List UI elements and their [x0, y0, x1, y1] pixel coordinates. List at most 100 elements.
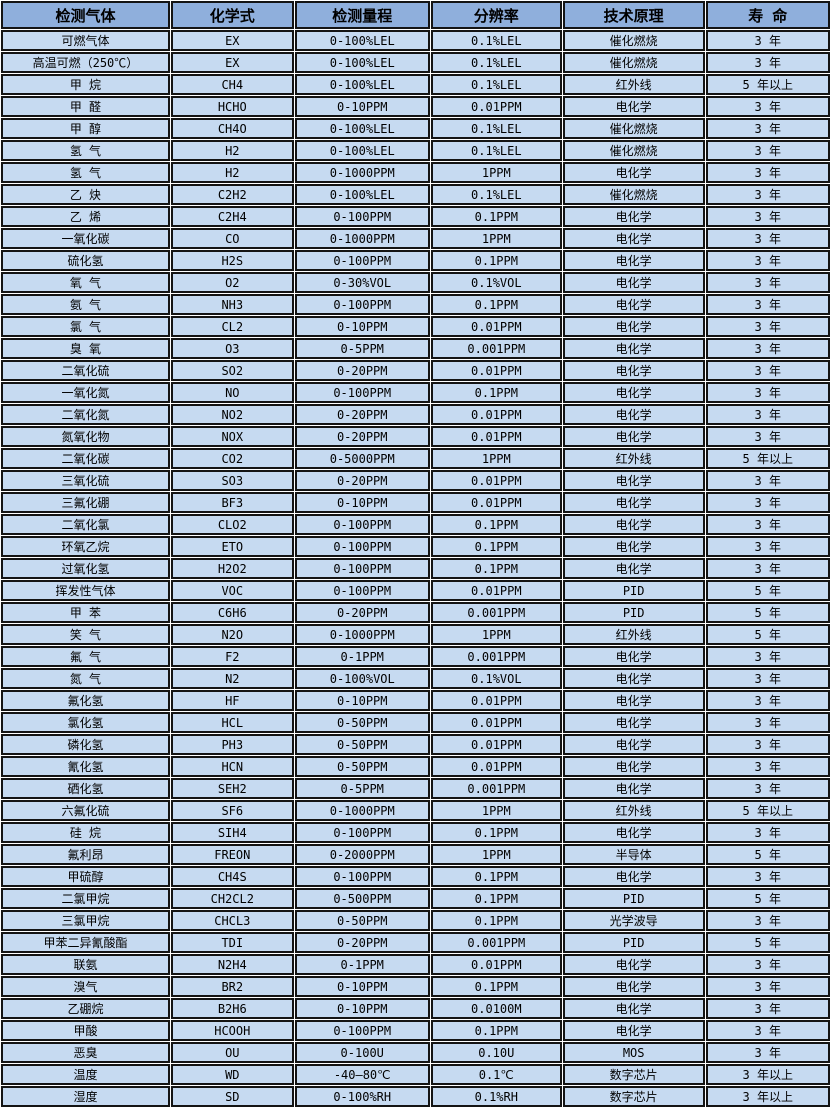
table-row: 氮 气 N2 0-100%VOL 0.1%VOL 电化学 3 年 [1, 668, 830, 689]
range-cell: 0-20PPM [294, 602, 430, 623]
gas-cell: 二氧化氮 [1, 404, 170, 425]
resolution-cell: 0.001PPM [430, 932, 562, 953]
gas-cell: 挥发性气体 [1, 580, 170, 601]
range-cell: 0-5PPM [294, 778, 430, 799]
gas-cell: 高温可燃（250℃） [1, 52, 170, 73]
gas-cell: 硒化氢 [1, 778, 170, 799]
gas-cell: 甲 烷 [1, 74, 170, 95]
resolution-cell: 0.1PPM [430, 1020, 562, 1041]
gas-cell: 甲 醇 [1, 118, 170, 139]
gas-cell: 臭 氧 [1, 338, 170, 359]
gas-cell: 氯化氢 [1, 712, 170, 733]
formula-cell: HCOOH [170, 1020, 294, 1041]
resolution-cell: 0.01PPM [430, 690, 562, 711]
resolution-cell: 0.1PPM [430, 382, 562, 403]
table-row: 氰化氢 HCN 0-50PPM 0.01PPM 电化学 3 年 [1, 756, 830, 777]
range-cell: 0-1000PPM [294, 228, 430, 249]
range-cell: 0-2000PPM [294, 844, 430, 865]
table-row: 三氯甲烷 CHCL3 0-50PPM 0.1PPM 光学波导 3 年 [1, 910, 830, 931]
range-cell: 0-5000PPM [294, 448, 430, 469]
resolution-cell: 0.001PPM [430, 778, 562, 799]
gas-cell: 硅 烷 [1, 822, 170, 843]
gas-cell: 氮 气 [1, 668, 170, 689]
lifespan-cell: 5 年 [705, 888, 830, 909]
gas-cell: 二氧化硫 [1, 360, 170, 381]
resolution-cell: 0.1%LEL [430, 140, 562, 161]
resolution-cell: 1PPM [430, 162, 562, 183]
table-row: 湿度 SD 0-100%RH 0.1%RH 数字芯片 3 年以上 [1, 1086, 830, 1107]
range-cell: 0-10PPM [294, 998, 430, 1019]
lifespan-cell: 3 年 [705, 536, 830, 557]
lifespan-cell: 5 年以上 [705, 800, 830, 821]
formula-cell: F2 [170, 646, 294, 667]
formula-cell: C6H6 [170, 602, 294, 623]
range-cell: 0-50PPM [294, 734, 430, 755]
principle-cell: 电化学 [562, 514, 705, 535]
principle-cell: 电化学 [562, 470, 705, 491]
gas-cell: 氮氧化物 [1, 426, 170, 447]
formula-cell: BF3 [170, 492, 294, 513]
table-row: 氯 气 CL2 0-10PPM 0.01PPM 电化学 3 年 [1, 316, 830, 337]
gas-cell: 氯 气 [1, 316, 170, 337]
gas-cell: 联氨 [1, 954, 170, 975]
lifespan-cell: 3 年 [705, 52, 830, 73]
table-row: 一氧化氮 NO 0-100PPM 0.1PPM 电化学 3 年 [1, 382, 830, 403]
gas-cell: 硫化氢 [1, 250, 170, 271]
range-cell: 0-10PPM [294, 316, 430, 337]
lifespan-cell: 3 年 [705, 778, 830, 799]
column-header-lifespan: 寿 命 [705, 1, 830, 29]
lifespan-cell: 3 年 [705, 954, 830, 975]
principle-cell: 电化学 [562, 382, 705, 403]
range-cell: 0-10PPM [294, 976, 430, 997]
table-row: 氧 气 O2 0-30%VOL 0.1%VOL 电化学 3 年 [1, 272, 830, 293]
column-header-principle: 技术原理 [562, 1, 705, 29]
lifespan-cell: 3 年 [705, 404, 830, 425]
gas-cell: 甲苯二异氰酸酯 [1, 932, 170, 953]
table-body: 可燃气体 EX 0-100%LEL 0.1%LEL 催化燃烧 3 年高温可燃（250℃） E… [1, 30, 830, 1107]
formula-cell: O2 [170, 272, 294, 293]
principle-cell: 红外线 [562, 448, 705, 469]
gas-cell: 氢 气 [1, 162, 170, 183]
table-row: 三氧化硫 SO3 0-20PPM 0.01PPM 电化学 3 年 [1, 470, 830, 491]
table-row: 氟 气 F2 0-1PPM 0.001PPM 电化学 3 年 [1, 646, 830, 667]
lifespan-cell: 3 年 [705, 338, 830, 359]
range-cell: 0-1000PPM [294, 162, 430, 183]
formula-cell: O3 [170, 338, 294, 359]
resolution-cell: 0.01PPM [430, 492, 562, 513]
formula-cell: H2 [170, 162, 294, 183]
range-cell: 0-10PPM [294, 492, 430, 513]
resolution-cell: 0.1PPM [430, 976, 562, 997]
range-cell: 0-500PPM [294, 888, 430, 909]
formula-cell: PH3 [170, 734, 294, 755]
resolution-cell: 0.1PPM [430, 822, 562, 843]
principle-cell: MOS [562, 1042, 705, 1063]
resolution-cell: 0.1PPM [430, 206, 562, 227]
formula-cell: ETO [170, 536, 294, 557]
principle-cell: PID [562, 932, 705, 953]
table-header: 检测气体 化学式 检测量程 分辨率 技术原理 寿 命 [1, 1, 830, 29]
resolution-cell: 0.001PPM [430, 338, 562, 359]
resolution-cell: 1PPM [430, 228, 562, 249]
table-row: 臭 氧 O3 0-5PPM 0.001PPM 电化学 3 年 [1, 338, 830, 359]
lifespan-cell: 5 年 [705, 602, 830, 623]
resolution-cell: 0.01PPM [430, 470, 562, 491]
table-row: 溴气 BR2 0-10PPM 0.1PPM 电化学 3 年 [1, 976, 830, 997]
lifespan-cell: 3 年 [705, 734, 830, 755]
range-cell: 0-100PPM [294, 250, 430, 271]
table-row: 氢 气 H2 0-100%LEL 0.1%LEL 催化燃烧 3 年 [1, 140, 830, 161]
range-cell: 0-50PPM [294, 910, 430, 931]
range-cell: 0-100PPM [294, 206, 430, 227]
principle-cell: 电化学 [562, 360, 705, 381]
range-cell: 0-1PPM [294, 646, 430, 667]
range-cell: 0-100PPM [294, 866, 430, 887]
formula-cell: EX [170, 52, 294, 73]
resolution-cell: 0.1%LEL [430, 74, 562, 95]
formula-cell: SIH4 [170, 822, 294, 843]
range-cell: 0-100%LEL [294, 30, 430, 51]
principle-cell: 催化燃烧 [562, 52, 705, 73]
table-row: 乙 烯 C2H4 0-100PPM 0.1PPM 电化学 3 年 [1, 206, 830, 227]
gas-cell: 磷化氢 [1, 734, 170, 755]
lifespan-cell: 3 年 [705, 712, 830, 733]
resolution-cell: 0.1PPM [430, 558, 562, 579]
